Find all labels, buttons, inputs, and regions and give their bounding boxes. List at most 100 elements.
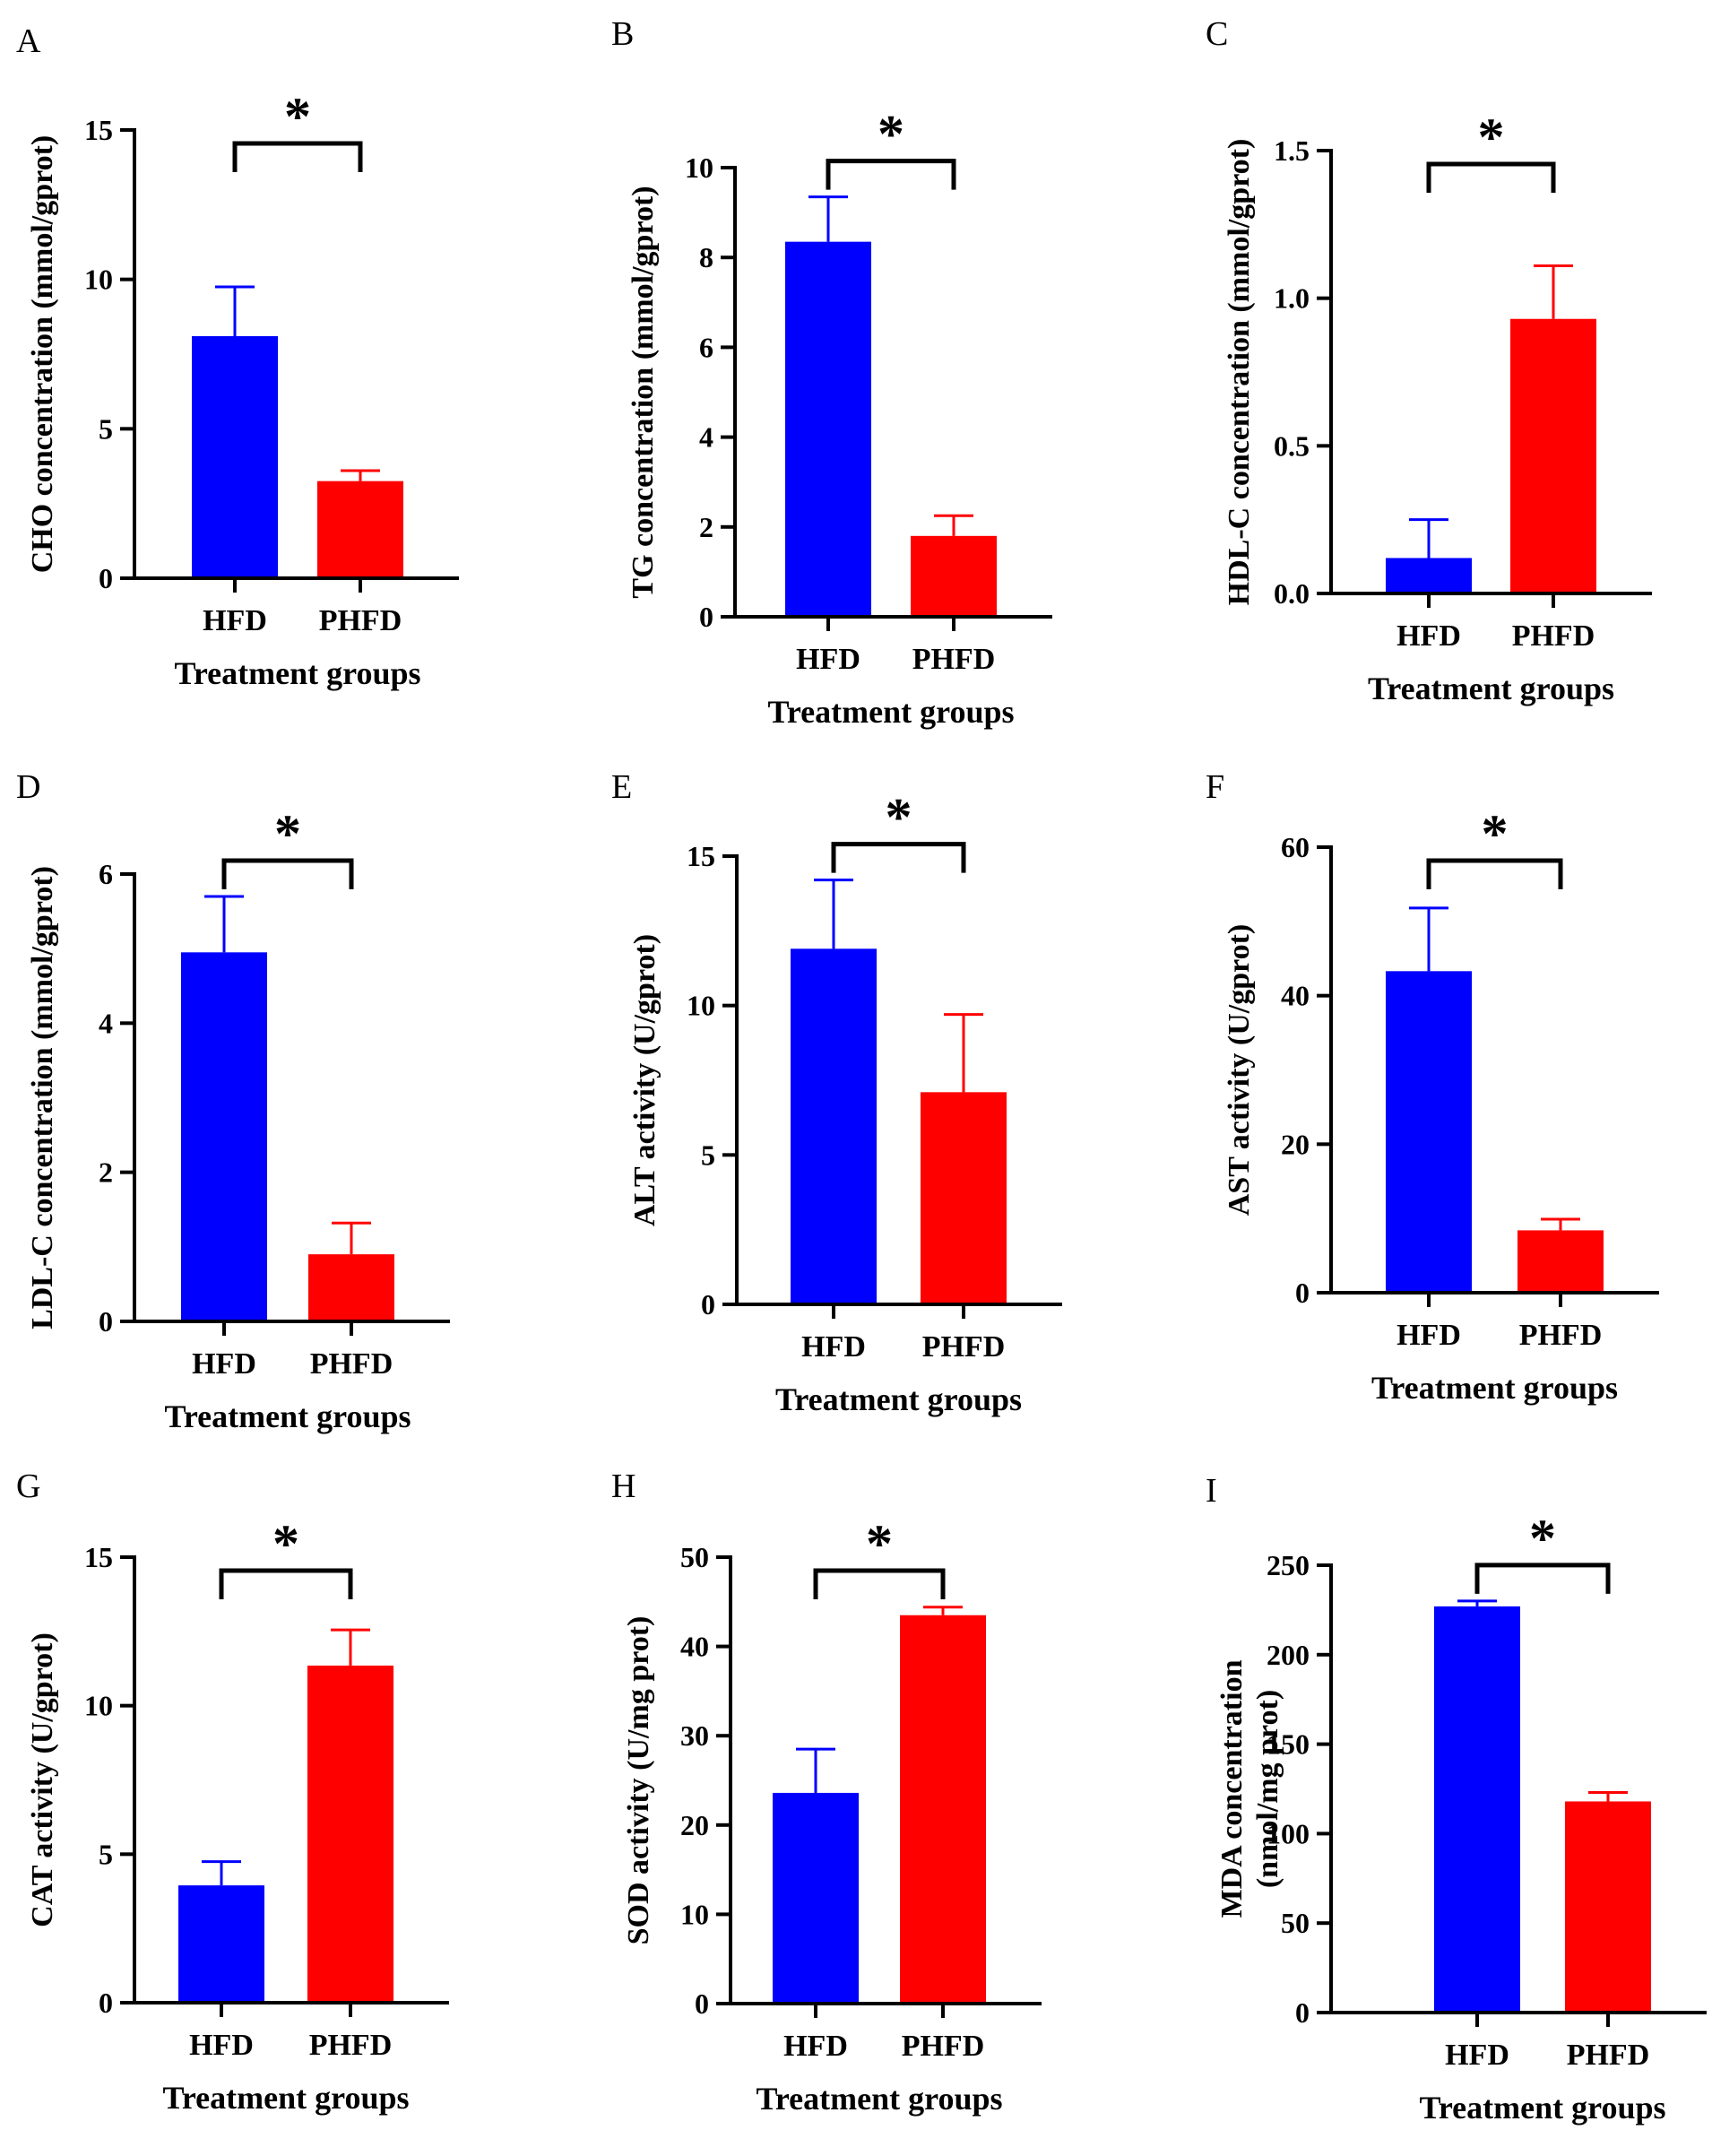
bar-hfd — [181, 952, 267, 1321]
bar-phfd — [1517, 1230, 1604, 1293]
x-axis-title: Treatment groups — [1420, 2090, 1666, 2126]
y-tick-label: 0 — [99, 562, 113, 594]
y-tick-label: 10 — [84, 264, 113, 296]
y-tick-label: 1.5 — [1274, 134, 1310, 167]
significance-bracket — [813, 1568, 946, 1599]
category-label-phfd: PHFD — [902, 2030, 985, 2063]
significance-star: * — [284, 87, 311, 146]
x-axis-title: Treatment groups — [175, 655, 421, 691]
panel-b: B 0 2 4 6 8 10 HFD PHFD Treatment groups TG concen… — [611, 15, 1052, 730]
bar-phfd — [308, 1254, 394, 1321]
panel-letter: G — [16, 1468, 40, 1505]
y-tick-label: 4 — [699, 421, 713, 454]
significance-bracket — [831, 842, 966, 873]
x-axis-title: Treatment groups — [1368, 671, 1614, 706]
y-tick-label: 2 — [99, 1156, 113, 1189]
panel-letter: H — [611, 1468, 636, 1505]
panel-a: A 0 5 10 15 HFD PHFD Treatment groups CHO concen… — [16, 22, 459, 691]
y-tick-label: 0 — [99, 1987, 113, 2019]
panel-letter: D — [16, 768, 40, 806]
significance-bracket — [219, 1568, 353, 1599]
y-tick-label: 0 — [99, 1305, 113, 1338]
y-tick-label: 10 — [687, 990, 715, 1022]
category-label-phfd: PHFD — [922, 1330, 1006, 1364]
category-label-hfd: HFD — [801, 1330, 866, 1364]
panel-letter: I — [1206, 1472, 1217, 1510]
y-tick-label: 0 — [701, 1288, 715, 1320]
y-tick-label: 20 — [1281, 1128, 1310, 1160]
y-axis-title: HDL-C concentration (mmol/gprot) — [1223, 139, 1256, 606]
bar-hfd — [1386, 971, 1472, 1293]
significance-star: * — [878, 105, 904, 164]
panel-letter: F — [1206, 768, 1224, 806]
bar-hfd — [785, 241, 871, 617]
x-axis-title: Treatment groups — [768, 694, 1015, 730]
significance-star: * — [866, 1514, 893, 1573]
y-tick-label: 15 — [84, 1541, 113, 1573]
category-label-hfd: HFD — [203, 604, 267, 637]
y-tick-label: 50 — [680, 1541, 709, 1573]
significance-star: * — [1529, 1509, 1556, 1568]
y-tick-label: 10 — [84, 1690, 113, 1722]
category-label-phfd: PHFD — [319, 604, 402, 637]
x-axis-title: Treatment groups — [775, 1381, 1022, 1417]
y-tick-label: 8 — [699, 241, 713, 273]
bar-phfd — [900, 1615, 986, 2004]
panel-d: D 0 2 4 6 HFD PHFD Treatment groups LDL-C concen… — [16, 768, 450, 1434]
y-tick-label: 10 — [680, 1898, 709, 1930]
x-axis-title: Treatment groups — [163, 2080, 410, 2116]
category-label-phfd: PHFD — [1519, 1319, 1603, 1352]
y-tick-label: 0.0 — [1274, 577, 1310, 610]
category-label-hfd: HFD — [192, 1347, 256, 1381]
bar-phfd — [921, 1092, 1007, 1304]
significance-bracket — [1426, 161, 1556, 193]
bar-hfd — [1386, 558, 1472, 593]
bar-hfd — [192, 336, 278, 578]
panel-c: C 0.0 0.5 1.0 1.5 HFD PHFD Treatment groups HDL-… — [1206, 15, 1652, 706]
bar-hfd — [1434, 1606, 1520, 2013]
significance-star: * — [272, 1514, 299, 1573]
bar-phfd — [307, 1665, 393, 2003]
y-tick-label: 15 — [687, 840, 715, 872]
panel-letter: E — [611, 768, 632, 806]
significance-bracket — [826, 159, 956, 190]
y-axis-title: SOD activity (U/mg prot) — [622, 1616, 655, 1945]
y-tick-label: 5 — [99, 412, 113, 445]
y-tick-label: 0 — [1295, 1277, 1310, 1309]
panel-i: I 0 50 100 150 200 250 HFD PHFD Treatment groups M… — [1206, 1472, 1707, 2126]
category-label-hfd: HFD — [1445, 2039, 1509, 2072]
panel-h: H 0 10 20 30 40 50 HFD PHFD Treatment groups SOD a… — [611, 1468, 1042, 2117]
category-label-phfd: PHFD — [1567, 2039, 1650, 2072]
panel-g: G 0 5 10 15 HFD PHFD Treatment groups CAT activi… — [16, 1468, 449, 2116]
category-label-hfd: HFD — [796, 643, 860, 676]
category-label-hfd: HFD — [1396, 619, 1461, 653]
y-axis-title-units: (nmol/mg prot) — [1251, 1690, 1284, 1888]
y-axis-title: CHO concentration (mmol/gprot) — [26, 135, 59, 574]
y-axis-title: MDA concentration — [1215, 1659, 1249, 1918]
y-tick-label: 5 — [99, 1838, 113, 1870]
y-tick-label: 6 — [699, 331, 713, 363]
y-tick-label: 15 — [84, 114, 113, 146]
significance-bracket — [1474, 1563, 1611, 1594]
category-label-phfd: PHFD — [912, 643, 996, 676]
y-tick-label: 1.0 — [1274, 282, 1310, 315]
y-tick-label: 40 — [1281, 980, 1310, 1012]
y-tick-label: 30 — [680, 1719, 709, 1752]
significance-star: * — [1478, 108, 1505, 167]
category-label-hfd: HFD — [189, 2029, 254, 2062]
significance-star: * — [1482, 804, 1509, 863]
y-tick-label: 2 — [699, 511, 713, 543]
panel-e: E 0 5 10 15 HFD PHFD Treatment groups ALT activi… — [611, 768, 1062, 1417]
bar-hfd — [791, 948, 877, 1304]
panel-letter: C — [1206, 15, 1228, 53]
y-tick-label: 5 — [701, 1139, 715, 1171]
panel-letter: A — [16, 22, 41, 60]
panel-f: F 0 20 40 60 HFD PHFD Treatment groups AST activ… — [1206, 768, 1659, 1406]
category-label-phfd: PHFD — [309, 2029, 393, 2062]
bar-phfd — [911, 535, 997, 617]
category-label-phfd: PHFD — [1512, 619, 1595, 653]
y-tick-label: 40 — [680, 1631, 709, 1663]
bar-phfd — [317, 481, 403, 578]
y-tick-label: 10 — [685, 152, 713, 184]
